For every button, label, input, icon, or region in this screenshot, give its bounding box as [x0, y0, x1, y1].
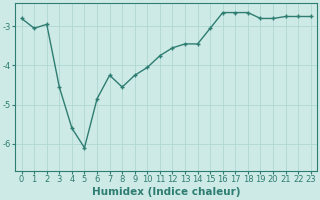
X-axis label: Humidex (Indice chaleur): Humidex (Indice chaleur)	[92, 187, 240, 197]
